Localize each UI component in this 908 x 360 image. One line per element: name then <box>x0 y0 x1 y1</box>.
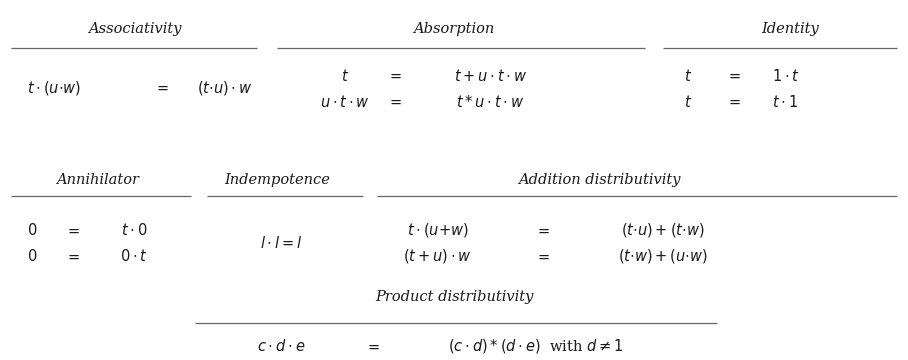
Text: $=$: $=$ <box>387 69 403 82</box>
Text: $=$: $=$ <box>364 339 380 353</box>
Text: $=$: $=$ <box>535 249 551 263</box>
Text: $t$: $t$ <box>684 68 693 84</box>
Text: $t + u \cdot t \cdot w$: $t + u \cdot t \cdot w$ <box>454 68 527 84</box>
Text: $0$: $0$ <box>26 248 37 264</box>
Text: $0$: $0$ <box>26 222 37 238</box>
Text: $l \cdot l = l$: $l \cdot l = l$ <box>261 235 302 251</box>
Text: $t$: $t$ <box>340 68 350 84</box>
Text: $=$: $=$ <box>64 249 81 263</box>
Text: $(t + u) \cdot w$: $(t + u) \cdot w$ <box>403 247 472 265</box>
Text: $=$: $=$ <box>64 224 81 237</box>
Text: Identity: Identity <box>761 22 819 36</box>
Text: Indempotence: Indempotence <box>224 173 330 187</box>
Text: Addition distributivity: Addition distributivity <box>518 173 680 187</box>
Text: $0 \cdot t$: $0 \cdot t$ <box>121 248 148 264</box>
Text: Product distributivity: Product distributivity <box>375 290 533 304</box>
Text: $u \cdot t \cdot w$: $u \cdot t \cdot w$ <box>321 94 370 109</box>
Text: $c \cdot d \cdot e$: $c \cdot d \cdot e$ <box>257 338 306 354</box>
Text: $t \cdot 1$: $t \cdot 1$ <box>773 94 798 109</box>
Text: $=$: $=$ <box>153 81 170 95</box>
Text: $t \cdot (u{+}w)$: $t \cdot (u{+}w)$ <box>407 221 469 239</box>
Text: $(t{\cdot}u) \cdot w$: $(t{\cdot}u) \cdot w$ <box>197 79 253 97</box>
Text: $t * u \cdot t \cdot w$: $t * u \cdot t \cdot w$ <box>456 94 525 109</box>
Text: $1 \cdot t$: $1 \cdot t$ <box>772 68 799 84</box>
Text: Annihilator: Annihilator <box>55 173 139 187</box>
Text: $=$: $=$ <box>387 95 403 108</box>
Text: $(c \cdot d) * (d \cdot e)$  with $d \neq 1$: $(c \cdot d) * (d \cdot e)$ with $d \neq… <box>448 337 624 355</box>
Text: $(t{\cdot}u) + (t{\cdot}w)$: $(t{\cdot}u) + (t{\cdot}w)$ <box>621 221 705 239</box>
Text: $t$: $t$ <box>684 94 693 109</box>
Text: $=$: $=$ <box>725 95 742 108</box>
Text: $t \cdot 0$: $t \cdot 0$ <box>121 222 148 238</box>
Text: $t \cdot (u{\cdot}w)$: $t \cdot (u{\cdot}w)$ <box>27 79 82 97</box>
Text: Associativity: Associativity <box>88 22 181 36</box>
Text: Absorption: Absorption <box>413 22 495 36</box>
Text: $=$: $=$ <box>725 69 742 82</box>
Text: $(t{\cdot}w) + (u{\cdot}w)$: $(t{\cdot}w) + (u{\cdot}w)$ <box>618 247 707 265</box>
Text: $=$: $=$ <box>535 224 551 237</box>
